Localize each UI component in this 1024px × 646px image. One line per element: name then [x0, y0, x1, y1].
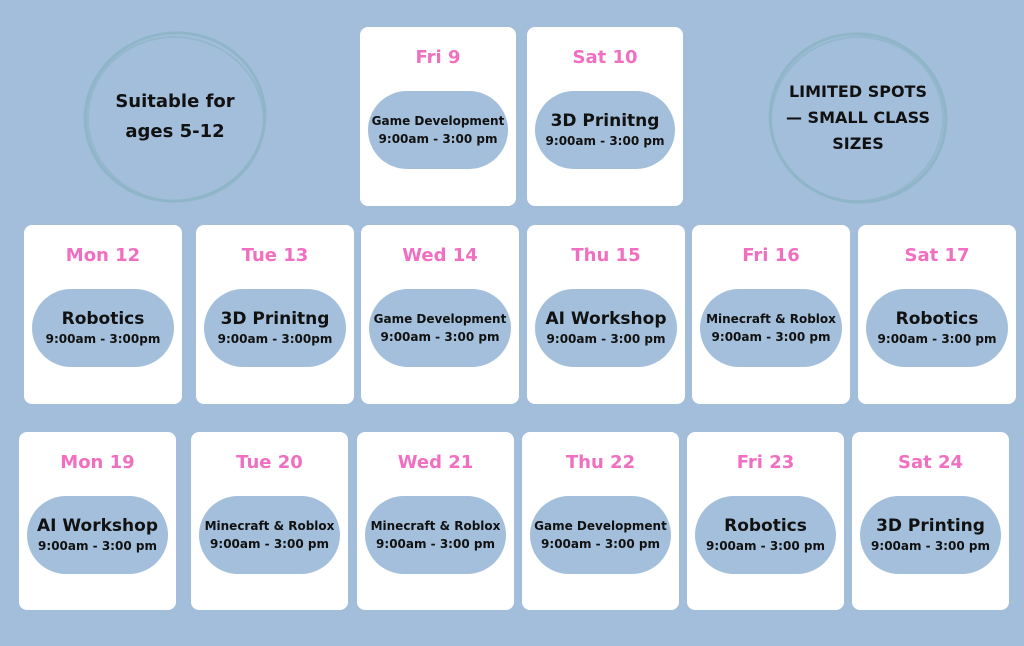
day-card: Thu 22 Game Development 9:00am - 3:00 pm — [522, 432, 679, 610]
class-title: Minecraft & Roblox — [204, 519, 335, 533]
class-time: 9:00am - 3:00 pm — [378, 132, 498, 146]
class-pill: Game Development 9:00am - 3:00 pm — [530, 496, 671, 574]
day-card: Mon 12 Robotics 9:00am - 3:00pm — [24, 225, 182, 404]
class-title: Game Development — [373, 312, 507, 326]
class-pill: AI Workshop 9:00am - 3:00 pm — [535, 289, 677, 367]
class-title: 3D Printing — [876, 516, 985, 536]
day-card: Tue 20 Minecraft & Roblox 9:00am - 3:00 pm — [191, 432, 348, 610]
class-title: 3D Prinitng — [550, 111, 660, 131]
day-card: Sat 10 3D Prinitng 9:00am - 3:00 pm — [527, 27, 683, 206]
hand-drawn-circle-icon — [83, 31, 267, 203]
day-card: Tue 13 3D Prinitng 9:00am - 3:00pm — [196, 225, 354, 404]
class-pill: Robotics 9:00am - 3:00pm — [32, 289, 174, 367]
class-time: 9:00am - 3:00pm — [45, 332, 161, 346]
day-card: Mon 19 AI Workshop 9:00am - 3:00 pm — [19, 432, 176, 610]
class-pill: AI Workshop 9:00am - 3:00 pm — [27, 496, 168, 574]
class-time: 9:00am - 3:00 pm — [877, 332, 997, 346]
day-label: Fri 16 — [742, 245, 800, 266]
day-label: Tue 13 — [241, 245, 309, 266]
limited-spots-badge: LIMITED SPOTS — SMALL CLASS SIZES — [763, 28, 953, 208]
class-time: 9:00am - 3:00 pm — [210, 537, 329, 551]
day-label: Thu 22 — [565, 452, 636, 473]
day-card: Fri 23 Robotics 9:00am - 3:00 pm — [687, 432, 844, 610]
class-pill: Robotics 9:00am - 3:00 pm — [866, 289, 1008, 367]
class-time: 9:00am - 3:00pm — [217, 332, 333, 346]
class-time: 9:00am - 3:00 pm — [541, 537, 660, 551]
class-time: 9:00am - 3:00 pm — [871, 539, 990, 553]
day-label: Sat 24 — [897, 452, 964, 473]
class-title: Robotics — [895, 309, 979, 329]
day-label: Mon 19 — [60, 452, 135, 473]
class-time: 9:00am - 3:00 pm — [546, 332, 666, 346]
class-pill: Minecraft & Roblox 9:00am - 3:00 pm — [365, 496, 506, 574]
limited-spots-text: LIMITED SPOTS — SMALL CLASS SIZES — [785, 82, 930, 153]
class-title: AI Workshop — [545, 309, 667, 329]
day-label: Fri 9 — [415, 47, 461, 68]
class-title: Game Development — [534, 519, 667, 533]
class-pill: Game Development 9:00am - 3:00 pm — [368, 91, 508, 169]
class-pill: Game Development 9:00am - 3:00 pm — [369, 289, 511, 367]
day-label: Wed 21 — [397, 452, 474, 473]
day-label: Wed 14 — [402, 245, 478, 266]
day-label: Sat 17 — [904, 245, 970, 266]
class-title: AI Workshop — [37, 516, 158, 536]
class-time: 9:00am - 3:00 pm — [376, 537, 495, 551]
class-title: Robotics — [61, 309, 145, 329]
class-time: 9:00am - 3:00 pm — [706, 539, 825, 553]
day-card: Fri 16 Minecraft & Roblox 9:00am - 3:00 pm — [692, 225, 850, 404]
class-title: Minecraft & Roblox — [706, 312, 836, 326]
day-card: Fri 9 Game Development 9:00am - 3:00 pm — [360, 27, 516, 206]
ages-badge: Suitable for ages 5-12 — [80, 27, 270, 207]
class-pill: Minecraft & Roblox 9:00am - 3:00 pm — [700, 289, 842, 367]
class-time: 9:00am - 3:00 pm — [545, 134, 665, 148]
class-title: 3D Prinitng — [220, 309, 330, 329]
day-card: Wed 21 Minecraft & Roblox 9:00am - 3:00 pm — [357, 432, 514, 610]
class-title: Robotics — [724, 516, 807, 536]
day-card: Thu 15 AI Workshop 9:00am - 3:00 pm — [527, 225, 685, 404]
day-card: Sat 17 Robotics 9:00am - 3:00 pm — [858, 225, 1016, 404]
day-label: Tue 20 — [236, 452, 303, 473]
day-card: Wed 14 Game Development 9:00am - 3:00 pm — [361, 225, 519, 404]
class-time: 9:00am - 3:00 pm — [38, 539, 157, 553]
class-pill: 3D Prinitng 9:00am - 3:00 pm — [535, 91, 675, 169]
class-pill: 3D Prinitng 9:00am - 3:00pm — [204, 289, 346, 367]
class-pill: 3D Printing 9:00am - 3:00 pm — [860, 496, 1001, 574]
class-pill: Robotics 9:00am - 3:00 pm — [695, 496, 836, 574]
class-title: Minecraft & Roblox — [370, 519, 501, 533]
ages-text: Suitable for ages 5-12 — [115, 91, 235, 142]
class-title: Game Development — [371, 114, 505, 128]
day-card: Sat 24 3D Printing 9:00am - 3:00 pm — [852, 432, 1009, 610]
day-label: Fri 23 — [736, 452, 795, 473]
day-label: Sat 10 — [572, 47, 638, 68]
day-label: Mon 12 — [65, 245, 141, 266]
hand-drawn-circle-icon — [768, 32, 948, 204]
class-time: 9:00am - 3:00 pm — [711, 330, 831, 344]
day-label: Thu 15 — [571, 245, 641, 266]
class-pill: Minecraft & Roblox 9:00am - 3:00 pm — [199, 496, 340, 574]
class-time: 9:00am - 3:00 pm — [380, 330, 500, 344]
